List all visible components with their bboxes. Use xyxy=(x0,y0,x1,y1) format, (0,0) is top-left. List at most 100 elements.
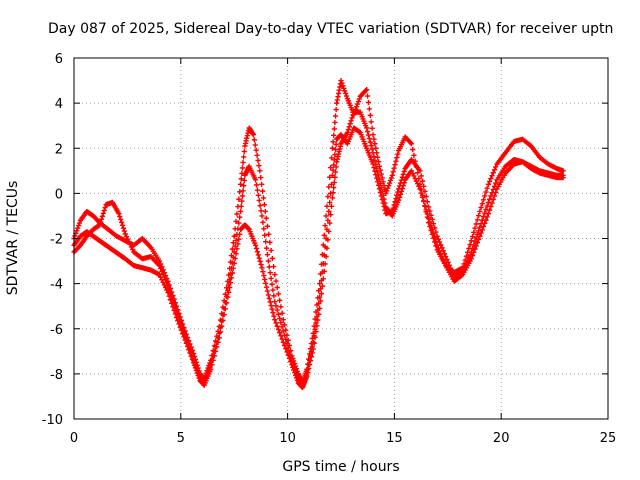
data-point xyxy=(422,188,428,195)
data-point xyxy=(285,352,291,358)
data-point xyxy=(560,172,566,178)
data-point xyxy=(253,182,260,188)
y-tick-label: -2 xyxy=(50,233,63,248)
data-point xyxy=(280,339,286,345)
data-point xyxy=(227,284,233,291)
data-point xyxy=(278,320,284,326)
data-point xyxy=(482,193,488,199)
data-point xyxy=(407,140,414,146)
x-tick-label: 25 xyxy=(600,431,617,446)
data-point xyxy=(238,208,244,215)
data-point xyxy=(333,164,339,170)
data-point xyxy=(263,280,269,286)
data-point xyxy=(271,313,277,319)
data-point xyxy=(321,268,327,274)
data-point xyxy=(275,326,282,332)
data-point xyxy=(389,172,395,178)
data-point xyxy=(272,272,278,278)
data-point xyxy=(285,337,291,343)
data-point xyxy=(345,126,351,133)
data-point xyxy=(239,193,246,199)
data-point xyxy=(394,154,400,161)
data-point xyxy=(100,210,106,216)
data-point xyxy=(253,245,260,252)
data-point xyxy=(158,265,164,272)
data-point xyxy=(318,291,325,297)
data-point xyxy=(307,353,314,359)
data-point xyxy=(253,147,259,153)
data-point xyxy=(233,237,239,244)
data-point xyxy=(264,252,271,258)
data-point xyxy=(417,168,423,174)
data-point xyxy=(176,321,182,327)
data-point xyxy=(480,197,487,203)
data-point xyxy=(374,165,380,171)
data-point xyxy=(262,276,268,283)
data-point xyxy=(380,179,386,185)
data-point xyxy=(99,213,105,219)
data-point xyxy=(329,145,336,151)
data-point xyxy=(175,318,181,324)
data-point xyxy=(255,192,261,198)
data-point xyxy=(328,212,334,218)
data-point xyxy=(278,333,284,339)
data-points xyxy=(71,77,566,391)
data-point xyxy=(425,204,432,210)
data-point xyxy=(485,211,491,217)
data-point xyxy=(560,168,566,174)
data-point xyxy=(396,197,402,203)
data-point xyxy=(313,329,319,335)
data-point xyxy=(266,295,272,302)
y-tick-label: 2 xyxy=(55,142,63,157)
data-point xyxy=(229,270,235,276)
data-point xyxy=(488,203,494,210)
data-point xyxy=(327,220,333,226)
data-point xyxy=(479,201,485,207)
data-point xyxy=(238,203,244,209)
data-point xyxy=(344,129,351,136)
data-point xyxy=(229,246,235,252)
data-point xyxy=(479,227,485,233)
data-point xyxy=(377,181,383,187)
data-point xyxy=(410,146,416,153)
data-point xyxy=(308,354,315,360)
data-point xyxy=(178,327,185,333)
y-tick-label: -10 xyxy=(42,413,63,428)
data-point xyxy=(275,291,282,297)
data-point xyxy=(322,223,328,229)
data-point xyxy=(489,200,495,206)
data-point xyxy=(371,136,377,142)
data-point xyxy=(219,323,225,329)
data-point xyxy=(191,359,197,366)
data-point xyxy=(262,232,268,238)
data-point xyxy=(353,104,360,110)
data-point xyxy=(367,139,373,145)
data-point xyxy=(268,302,274,309)
data-point xyxy=(377,167,383,173)
data-point xyxy=(471,249,477,255)
data-point xyxy=(328,203,335,209)
data-point xyxy=(310,346,316,352)
data-point xyxy=(234,211,240,217)
data-point xyxy=(256,197,262,204)
data-point xyxy=(400,183,406,189)
data-point xyxy=(259,188,266,194)
data-point xyxy=(397,191,404,197)
data-point xyxy=(364,125,370,131)
data-point xyxy=(230,265,236,271)
data-point xyxy=(265,292,271,298)
data-point xyxy=(286,355,293,362)
data-point xyxy=(331,184,337,191)
data-point xyxy=(289,362,295,368)
data-point xyxy=(292,372,299,378)
data-point xyxy=(260,269,266,275)
data-point xyxy=(327,199,333,205)
data-point xyxy=(435,245,441,251)
data-point xyxy=(418,190,424,196)
data-point xyxy=(97,222,103,228)
data-point xyxy=(378,171,384,177)
data-point xyxy=(363,87,369,94)
data-point xyxy=(339,80,345,86)
